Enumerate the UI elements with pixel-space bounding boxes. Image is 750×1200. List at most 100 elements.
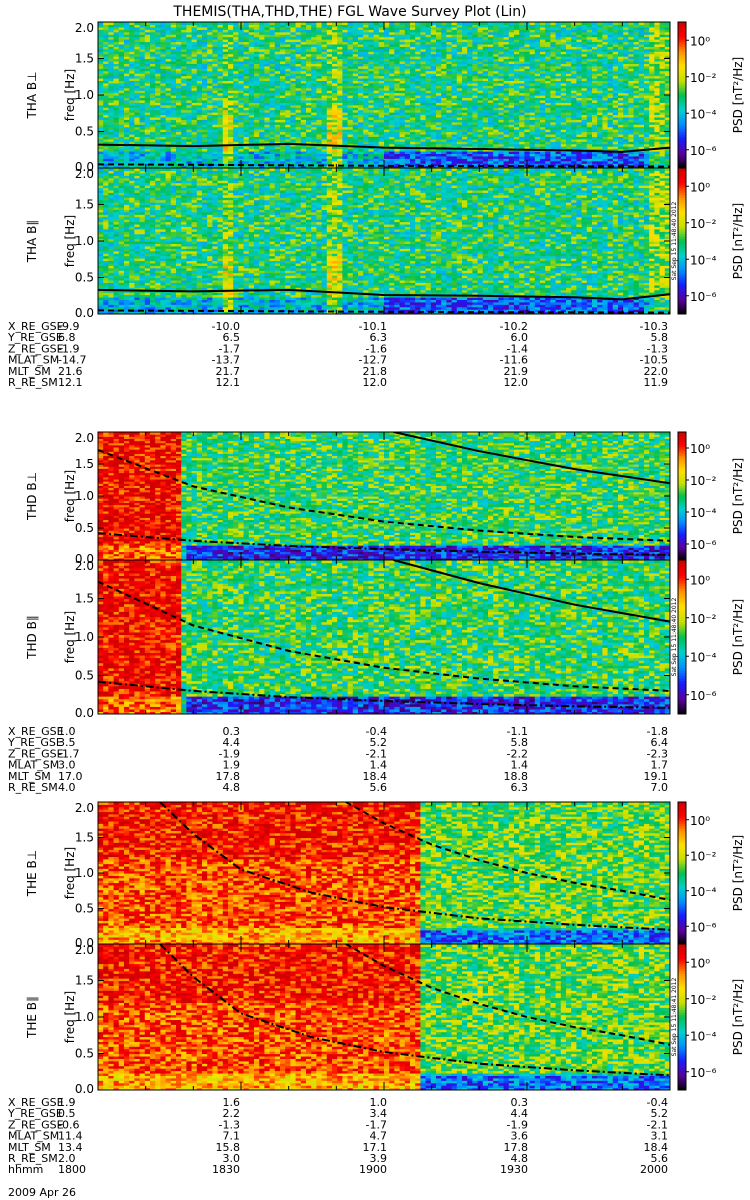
heatmap-cell	[326, 150, 333, 154]
heatmap-cell	[368, 112, 375, 116]
heatmap-cell	[311, 163, 317, 167]
heatmap-cell	[311, 148, 317, 152]
heatmap-cell	[482, 53, 489, 57]
heatmap-cell	[446, 53, 453, 57]
heatmap-cell	[170, 70, 177, 74]
heatmap-cell	[118, 133, 125, 137]
heatmap-cell	[238, 60, 245, 64]
heatmap-cell	[155, 138, 161, 142]
heatmap-cell	[285, 63, 291, 67]
heatmap-cell	[493, 129, 499, 133]
heatmap-cell	[191, 141, 198, 145]
heatmap-cell	[326, 36, 333, 40]
heatmap-cell	[103, 146, 109, 150]
heatmap-cell	[306, 160, 312, 164]
heatmap-cell	[316, 60, 323, 64]
heatmap-cell	[503, 155, 510, 159]
heatmap-cell	[134, 73, 141, 77]
heatmap-cell	[129, 146, 135, 150]
heatmap-cell	[191, 107, 198, 111]
heatmap-cell	[368, 138, 375, 142]
heatmap-cell	[134, 104, 141, 108]
heatmap-cell	[98, 65, 104, 69]
heatmap-cell	[118, 146, 125, 150]
heatmap-cell	[352, 80, 359, 84]
heatmap-cell	[456, 77, 463, 81]
heatmap-cell	[347, 119, 354, 123]
heatmap-cell	[264, 24, 271, 28]
heatmap-cell	[446, 119, 453, 123]
heatmap-cell	[477, 109, 484, 113]
heatmap-cell	[233, 133, 239, 137]
heatmap-cell	[378, 43, 385, 47]
heatmap-cell	[222, 51, 229, 55]
heatmap-cell	[462, 85, 468, 89]
heatmap-cell	[415, 92, 421, 96]
heatmap-cell	[295, 31, 302, 35]
heatmap-cell	[420, 51, 427, 55]
heatmap-cell	[456, 133, 463, 137]
heatmap-cell	[404, 75, 411, 79]
heatmap-cell	[290, 31, 297, 35]
heatmap-cell	[503, 133, 510, 137]
heatmap-cell	[228, 124, 234, 128]
heatmap-cell	[233, 114, 239, 118]
heatmap-cell	[467, 68, 473, 72]
heatmap-cell	[238, 75, 245, 79]
heatmap-cell	[316, 124, 323, 128]
heatmap-cell	[337, 141, 343, 145]
heatmap-cell	[212, 109, 219, 113]
heatmap-cell	[430, 77, 437, 81]
heatmap-cell	[254, 155, 260, 159]
heatmap-cell	[389, 99, 395, 103]
heatmap-cell	[311, 22, 317, 26]
heatmap-cell	[462, 129, 468, 133]
heatmap-cell	[144, 121, 151, 125]
heatmap-cell	[410, 114, 416, 118]
heatmap-cell	[326, 92, 333, 96]
heatmap-cell	[342, 163, 349, 167]
heatmap-cell	[347, 136, 354, 140]
heatmap-cell	[300, 92, 307, 96]
heatmap-cell	[430, 87, 437, 91]
heatmap-cell	[358, 126, 364, 130]
heatmap-cell	[144, 99, 151, 103]
heatmap-cell	[363, 99, 369, 103]
heatmap-cell	[259, 48, 265, 52]
heatmap-cell	[514, 36, 520, 40]
heatmap-cell	[207, 41, 213, 45]
heatmap-cell	[524, 116, 531, 120]
heatmap-cell	[389, 114, 395, 118]
heatmap-cell	[415, 116, 421, 120]
heatmap-cell	[503, 160, 510, 164]
heatmap-cell	[456, 141, 463, 145]
heatmap-cell	[238, 82, 245, 86]
heatmap-cell	[451, 36, 458, 40]
heatmap-cell	[482, 160, 489, 164]
heatmap-cell	[337, 53, 343, 57]
heatmap-cell	[425, 138, 432, 142]
heatmap-cell	[389, 112, 395, 116]
heatmap-cell	[482, 109, 489, 113]
heatmap-cell	[222, 68, 229, 72]
heatmap-cell	[300, 153, 307, 157]
heatmap-cell	[217, 48, 224, 52]
heatmap-cell	[118, 77, 125, 81]
heatmap-cell	[342, 65, 349, 69]
heatmap-cell	[300, 160, 307, 164]
heatmap-cell	[462, 95, 468, 99]
heatmap-cell	[269, 102, 276, 106]
heatmap-cell	[384, 160, 390, 164]
heatmap-cell	[420, 141, 427, 145]
heatmap-cell	[181, 99, 187, 103]
heatmap-cell	[103, 163, 109, 167]
heatmap-cell	[519, 58, 525, 62]
heatmap-cell	[144, 31, 151, 35]
heatmap-cell	[191, 46, 198, 50]
heatmap-cell	[493, 124, 499, 128]
heatmap-cell	[519, 160, 525, 164]
heatmap-cell	[311, 116, 317, 120]
heatmap-cell	[404, 131, 411, 135]
heatmap-cell	[503, 129, 510, 133]
heatmap-cell	[337, 136, 343, 140]
